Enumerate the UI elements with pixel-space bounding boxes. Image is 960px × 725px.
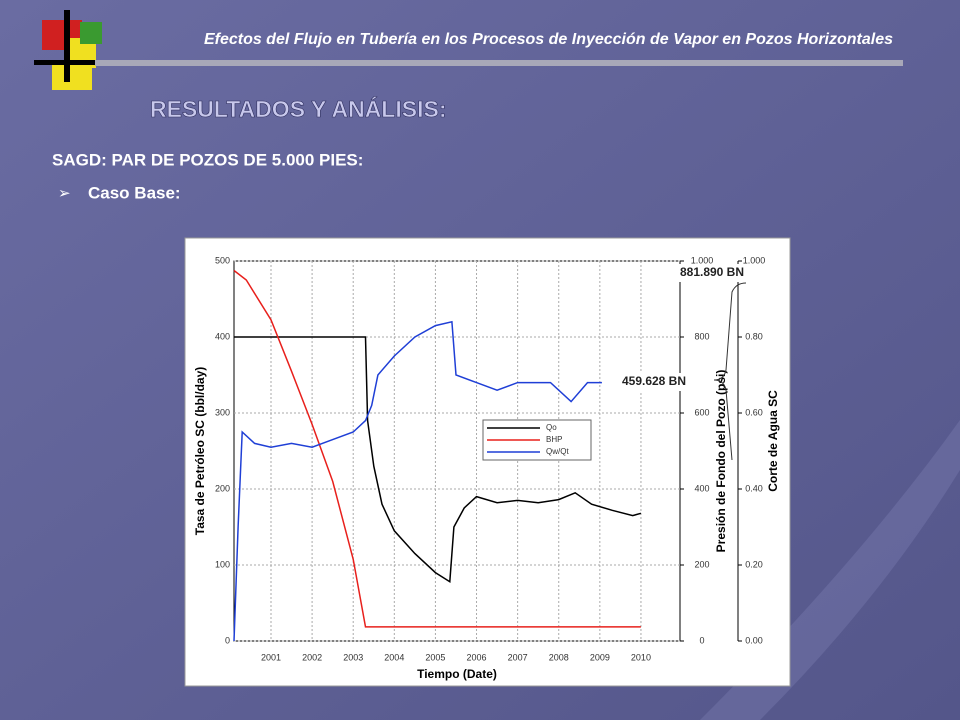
annotation-brace <box>713 282 747 461</box>
y-tick-label: 500 <box>215 255 230 265</box>
x-tick-label: 2005 <box>425 652 445 662</box>
annotation: 459.628 BN <box>622 374 686 388</box>
y2-tick-label: 400 <box>694 483 709 493</box>
x-tick-label: 2001 <box>261 652 281 662</box>
legend-label: Qo <box>546 423 557 432</box>
series-line <box>233 269 641 628</box>
annotation-bg <box>608 373 700 391</box>
y-tick-label: 100 <box>215 559 230 569</box>
y3-tick-label: 0.20 <box>745 559 763 569</box>
x-tick-label: 2004 <box>384 652 404 662</box>
chart: 2001 2002 2003 2004 2005 2006 2007 2008 2009 2010… <box>193 255 780 681</box>
x-tick-label: 2009 <box>590 652 610 662</box>
annotation: 881.890 BN <box>680 265 744 279</box>
y-tick-label: 200 <box>215 483 230 493</box>
x-tick-label: 2010 <box>631 652 651 662</box>
chart-frame <box>184 237 791 687</box>
x-axis-label: Tiempo (Date) <box>417 667 497 681</box>
bullet-marker: ➢ <box>58 185 71 202</box>
legend-label: BHP <box>546 435 562 444</box>
y2-tick-label: 800 <box>694 331 709 341</box>
plot-area <box>233 260 681 642</box>
y-tick-label: 0 <box>225 635 230 645</box>
y-axis-label: Tasa de Petróleo SC (bbl/day) <box>193 367 207 535</box>
header-rule <box>95 60 903 66</box>
x-tick-label: 2006 <box>467 652 487 662</box>
y2-tick-label: 0 <box>699 635 704 645</box>
y-tick-label: 400 <box>215 331 230 341</box>
series-line <box>233 320 602 642</box>
x-tick-label: 2007 <box>508 652 528 662</box>
y2-tick-label: 600 <box>694 407 709 417</box>
y3-tick-label: 0.00 <box>745 635 763 645</box>
y3-tick-label: 0.40 <box>745 483 763 493</box>
y3-tick-label: 1.000 <box>743 255 766 265</box>
y2-tick-label: 1.000 <box>691 255 714 265</box>
logo-bar <box>64 10 70 82</box>
subtitle: SAGD: PAR DE POZOS DE 5.000 PIES: <box>52 150 363 169</box>
legend-label: Qw/Qt <box>546 447 569 456</box>
y-tick-label: 300 <box>215 407 230 417</box>
bullet: Caso Base: <box>88 183 181 202</box>
y3-tick-label: 0.60 <box>745 407 763 417</box>
y2-tick-label: 200 <box>694 559 709 569</box>
y2-axis-label: Presión de Fondo del Pozo (psi) <box>714 370 728 553</box>
x-tick-label: 2003 <box>343 652 363 662</box>
logo-green <box>80 22 102 44</box>
y3-tick-label: 0.80 <box>745 331 763 341</box>
annotation-bg <box>665 264 760 282</box>
x-tick-label: 2002 <box>302 652 322 662</box>
series-line <box>234 336 642 584</box>
x-tick-label: 2008 <box>549 652 569 662</box>
logo-yellow2 <box>52 62 92 90</box>
slide-title: RESULTADOS Y ANÁLISIS: <box>150 95 446 122</box>
header-title: Efectos del Flujo en Tubería en los Proc… <box>204 31 893 48</box>
y3-axis-label: Corte de Agua SC <box>766 390 780 492</box>
